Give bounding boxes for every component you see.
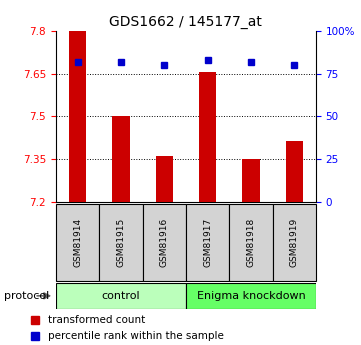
Text: transformed count: transformed count [48, 315, 145, 325]
Bar [242, 159, 260, 202]
Bar [199, 72, 216, 202]
Text: Enigma knockdown: Enigma knockdown [196, 291, 305, 301]
Text: protocol: protocol [4, 291, 49, 301]
Text: GSM81917: GSM81917 [203, 218, 212, 267]
Bar [186, 283, 316, 309]
Text: GSM81914: GSM81914 [73, 218, 82, 267]
Bar [229, 204, 273, 281]
Bar [99, 204, 143, 281]
Bar [273, 204, 316, 281]
Title: GDS1662 / 145177_at: GDS1662 / 145177_at [109, 14, 262, 29]
Bar [56, 204, 99, 281]
Text: control: control [102, 291, 140, 301]
Bar [56, 283, 186, 309]
Text: GSM81916: GSM81916 [160, 218, 169, 267]
Bar [69, 31, 86, 202]
Bar [156, 156, 173, 202]
Text: GSM81918: GSM81918 [247, 218, 255, 267]
Text: GSM81915: GSM81915 [117, 218, 125, 267]
Bar [112, 117, 130, 202]
Text: percentile rank within the sample: percentile rank within the sample [48, 332, 224, 342]
Bar [143, 204, 186, 281]
Text: GSM81919: GSM81919 [290, 218, 299, 267]
Bar [286, 141, 303, 202]
Bar [186, 204, 229, 281]
